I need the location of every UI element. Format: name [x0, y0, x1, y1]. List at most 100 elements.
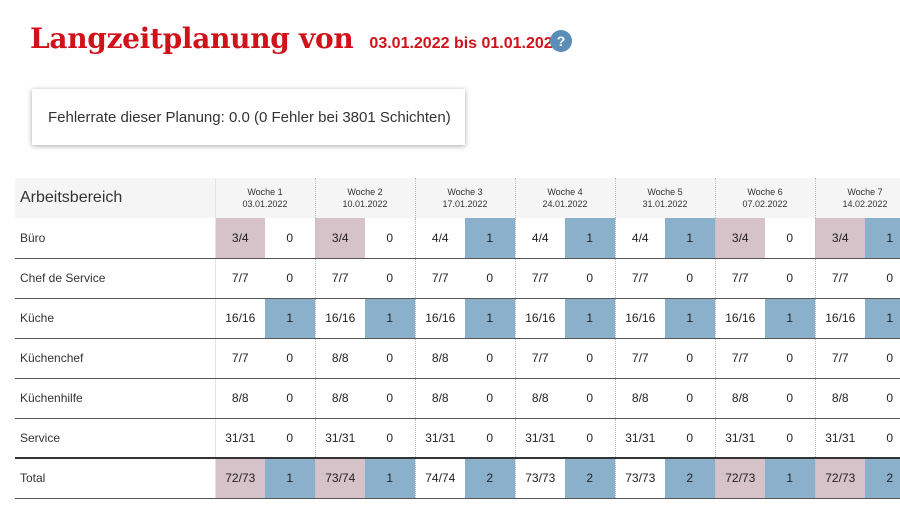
shift-ratio-cell[interactable]: 31/31 [215, 418, 265, 459]
error-count-cell[interactable]: 0 [265, 378, 316, 419]
shift-ratio-cell[interactable]: 8/8 [715, 378, 765, 419]
shift-ratio-cell[interactable]: 3/4 [715, 218, 765, 259]
shift-ratio-cell[interactable]: 74/74 [415, 457, 465, 499]
shift-ratio-cell[interactable]: 8/8 [315, 378, 365, 419]
shift-ratio-cell[interactable]: 7/7 [515, 258, 565, 299]
error-count-cell[interactable]: 2 [565, 457, 616, 499]
shift-ratio-cell[interactable]: 7/7 [215, 258, 265, 299]
shift-ratio-cell[interactable]: 8/8 [615, 378, 665, 419]
error-count-cell[interactable]: 1 [565, 298, 616, 339]
error-count-cell[interactable]: 0 [665, 338, 716, 379]
error-count-cell[interactable]: 0 [365, 218, 416, 259]
error-count-cell[interactable]: 0 [665, 258, 716, 299]
error-count-cell[interactable]: 1 [665, 218, 716, 259]
shift-ratio-cell[interactable]: 7/7 [515, 338, 565, 379]
shift-ratio-cell[interactable]: 7/7 [815, 258, 865, 299]
error-count-cell[interactable]: 0 [365, 378, 416, 419]
error-count-cell[interactable]: 0 [365, 418, 416, 459]
error-count-cell[interactable]: 0 [465, 378, 516, 419]
shift-ratio-cell[interactable]: 72/73 [815, 457, 865, 499]
shift-ratio-cell[interactable]: 7/7 [615, 258, 665, 299]
error-count-cell[interactable]: 1 [765, 298, 816, 339]
shift-ratio-cell[interactable]: 8/8 [415, 378, 465, 419]
error-count-cell[interactable]: 0 [565, 258, 616, 299]
error-count-cell[interactable]: 0 [265, 258, 316, 299]
shift-ratio-cell[interactable]: 73/73 [515, 457, 565, 499]
shift-ratio-cell[interactable]: 72/73 [715, 457, 765, 499]
error-count-cell[interactable]: 1 [765, 457, 816, 499]
shift-ratio-cell[interactable]: 8/8 [215, 378, 265, 419]
error-count-cell[interactable]: 1 [265, 298, 316, 339]
error-count-cell[interactable]: 0 [765, 418, 816, 459]
error-count-cell[interactable]: 0 [765, 258, 816, 299]
error-count-cell[interactable]: 1 [365, 298, 416, 339]
error-count-cell[interactable]: 0 [265, 218, 316, 259]
error-count-cell[interactable]: 0 [665, 418, 716, 459]
shift-ratio-cell[interactable]: 7/7 [715, 338, 765, 379]
shift-ratio-cell[interactable]: 7/7 [615, 338, 665, 379]
shift-ratio-cell[interactable]: 16/16 [815, 298, 865, 339]
error-count-cell[interactable]: 0 [765, 338, 816, 379]
error-count-cell[interactable]: 1 [665, 298, 716, 339]
shift-ratio-cell[interactable]: 8/8 [315, 338, 365, 379]
error-count-cell[interactable]: 0 [865, 258, 900, 299]
shift-ratio-cell[interactable]: 3/4 [815, 218, 865, 259]
error-count-cell[interactable]: 0 [865, 418, 900, 459]
error-count-cell[interactable]: 0 [465, 418, 516, 459]
error-count-cell[interactable]: 1 [265, 457, 316, 499]
shift-ratio-cell[interactable]: 7/7 [715, 258, 765, 299]
shift-ratio-cell[interactable]: 3/4 [215, 218, 265, 259]
error-count-cell[interactable]: 0 [465, 258, 516, 299]
error-count-cell[interactable]: 1 [865, 218, 900, 259]
error-count-cell[interactable]: 1 [465, 298, 516, 339]
error-count-cell[interactable]: 0 [365, 258, 416, 299]
error-count-cell[interactable]: 0 [565, 418, 616, 459]
shift-ratio-cell[interactable]: 31/31 [315, 418, 365, 459]
shift-ratio-cell[interactable]: 7/7 [415, 258, 465, 299]
shift-ratio-cell[interactable]: 16/16 [515, 298, 565, 339]
shift-ratio-cell[interactable]: 31/31 [815, 418, 865, 459]
error-count-cell[interactable]: 1 [565, 218, 616, 259]
error-count-cell[interactable]: 1 [865, 298, 900, 339]
error-count-cell[interactable]: 0 [665, 378, 716, 419]
error-count-cell[interactable]: 2 [465, 457, 516, 499]
shift-ratio-cell[interactable]: 31/31 [515, 418, 565, 459]
shift-ratio-cell[interactable]: 73/73 [615, 457, 665, 499]
help-icon[interactable]: ? [550, 30, 572, 52]
shift-ratio-cell[interactable]: 3/4 [315, 218, 365, 259]
error-count-cell[interactable]: 1 [365, 457, 416, 499]
shift-ratio-cell[interactable]: 7/7 [815, 338, 865, 379]
error-count-cell[interactable]: 0 [765, 378, 816, 419]
shift-ratio-cell[interactable]: 8/8 [515, 378, 565, 419]
shift-ratio-cell[interactable]: 8/8 [815, 378, 865, 419]
shift-ratio-cell[interactable]: 7/7 [215, 338, 265, 379]
shift-ratio-cell[interactable]: 73/74 [315, 457, 365, 499]
error-count-cell[interactable]: 0 [465, 338, 516, 379]
shift-ratio-cell[interactable]: 31/31 [615, 418, 665, 459]
planning-table-container[interactable]: Arbeitsbereich Woche 1 03.01.2022 Woche 2 1… [15, 178, 900, 500]
error-count-cell[interactable]: 0 [565, 338, 616, 379]
shift-ratio-cell[interactable]: 4/4 [415, 218, 465, 259]
shift-ratio-cell[interactable]: 16/16 [715, 298, 765, 339]
shift-ratio-cell[interactable]: 7/7 [315, 258, 365, 299]
shift-ratio-cell[interactable]: 16/16 [615, 298, 665, 339]
shift-ratio-cell[interactable]: 72/73 [215, 457, 265, 499]
shift-ratio-cell[interactable]: 31/31 [415, 418, 465, 459]
error-count-cell[interactable]: 0 [265, 418, 316, 459]
error-count-cell[interactable]: 0 [565, 378, 616, 419]
shift-ratio-cell[interactable]: 16/16 [415, 298, 465, 339]
error-count-cell[interactable]: 0 [365, 338, 416, 379]
shift-ratio-cell[interactable]: 16/16 [215, 298, 265, 339]
shift-ratio-cell[interactable]: 4/4 [615, 218, 665, 259]
error-count-cell[interactable]: 0 [765, 218, 816, 259]
error-count-cell[interactable]: 2 [865, 457, 900, 499]
shift-ratio-cell[interactable]: 31/31 [715, 418, 765, 459]
error-count-cell[interactable]: 0 [865, 378, 900, 419]
error-count-cell[interactable]: 0 [265, 338, 316, 379]
error-count-cell[interactable]: 2 [665, 457, 716, 499]
shift-ratio-cell[interactable]: 4/4 [515, 218, 565, 259]
shift-ratio-cell[interactable]: 8/8 [415, 338, 465, 379]
error-count-cell[interactable]: 1 [465, 218, 516, 259]
shift-ratio-cell[interactable]: 16/16 [315, 298, 365, 339]
error-count-cell[interactable]: 0 [865, 338, 900, 379]
